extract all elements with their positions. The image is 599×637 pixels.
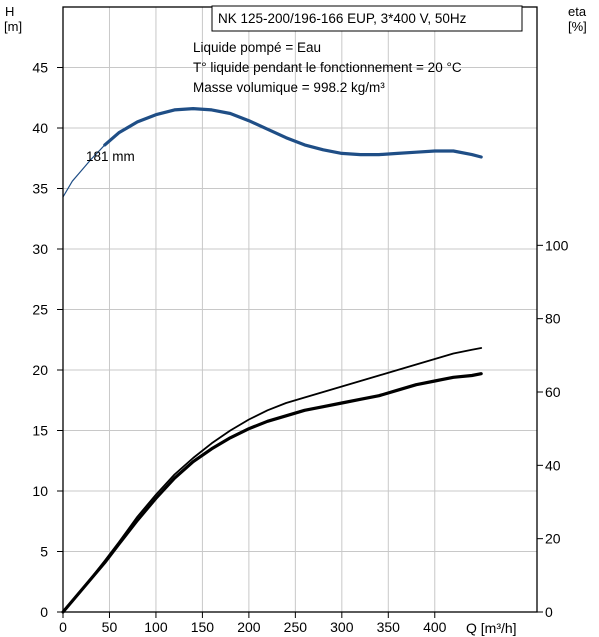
x-tick-label: 150 — [191, 619, 215, 635]
y-left-tick-label: 45 — [32, 60, 48, 76]
y-left-tick-label: 15 — [32, 423, 48, 439]
y-left-tick-label: 30 — [32, 241, 48, 257]
y-right-tick-label: 60 — [545, 384, 561, 400]
annotation-temperature: T° liquide pendant le fonctionnement = 2… — [193, 60, 462, 75]
y-right-label-line1: eta — [568, 4, 587, 19]
y-right-tick-label: 40 — [545, 457, 561, 473]
y-left-tick-label: 5 — [40, 544, 48, 560]
x-tick-label: 350 — [377, 619, 401, 635]
y-right-label-line2: [%] — [568, 19, 587, 34]
y-right-tick-label: 80 — [545, 311, 561, 327]
y-right-tick-label: 0 — [545, 604, 553, 620]
ticks: 0 50 100 150 200 250 300 350 4000510152025303540… — [32, 60, 568, 636]
y-left-label-line2: [m] — [4, 19, 22, 34]
y-right-tick-label: 20 — [545, 531, 561, 547]
x-tick-label: 0 — [59, 619, 67, 635]
y-left-tick-label: 40 — [32, 120, 48, 136]
y-left-tick-label: 25 — [32, 302, 48, 318]
y-right-tick-label: 100 — [545, 237, 569, 253]
y-left-tick-label: 35 — [32, 181, 48, 197]
chart-title: NK 125-200/196-166 EUP, 3*400 V, 50Hz — [218, 11, 467, 26]
x-tick-label: 400 — [423, 619, 447, 635]
y-left-label-line1: H — [5, 4, 14, 19]
x-tick-label: 250 — [284, 619, 308, 635]
grid-lines — [63, 7, 537, 612]
x-tick-label: 50 — [102, 619, 118, 635]
efficiency-curve-lower — [61, 372, 483, 614]
x-tick-label: 200 — [237, 619, 261, 635]
x-axis-label: Q [m³/h] — [466, 620, 517, 636]
y-left-tick-label: 0 — [40, 604, 48, 620]
head-curve-extension — [62, 144, 106, 198]
curves — [61, 106, 483, 614]
title-box — [211, 5, 523, 32]
x-tick-label: 300 — [330, 619, 354, 635]
annotation-density: Masse volumique = 998.2 kg/m³ — [193, 80, 385, 95]
curve-label: 181 mm — [86, 149, 135, 164]
head-curve — [103, 106, 483, 159]
x-tick-label: 100 — [144, 619, 168, 635]
y-left-tick-label: 20 — [32, 362, 48, 378]
y-left-tick-label: 10 — [32, 483, 48, 499]
efficiency-curve-upper — [62, 347, 483, 613]
annotation-liquid: Liquide pompé = Eau — [193, 40, 321, 55]
